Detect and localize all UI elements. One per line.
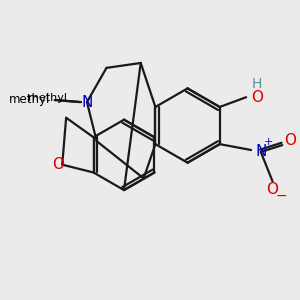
Text: O: O [266,182,278,196]
Text: O: O [52,157,64,172]
Text: N: N [81,94,93,110]
Text: methyl: methyl [40,100,44,101]
Text: +: + [264,137,273,147]
Text: O: O [251,90,263,105]
Text: methyl: methyl [28,93,67,103]
Text: N: N [255,145,266,160]
Text: H: H [252,76,262,91]
Text: methyl: methyl [8,93,50,106]
Text: O: O [284,133,296,148]
Text: −: − [275,189,287,203]
